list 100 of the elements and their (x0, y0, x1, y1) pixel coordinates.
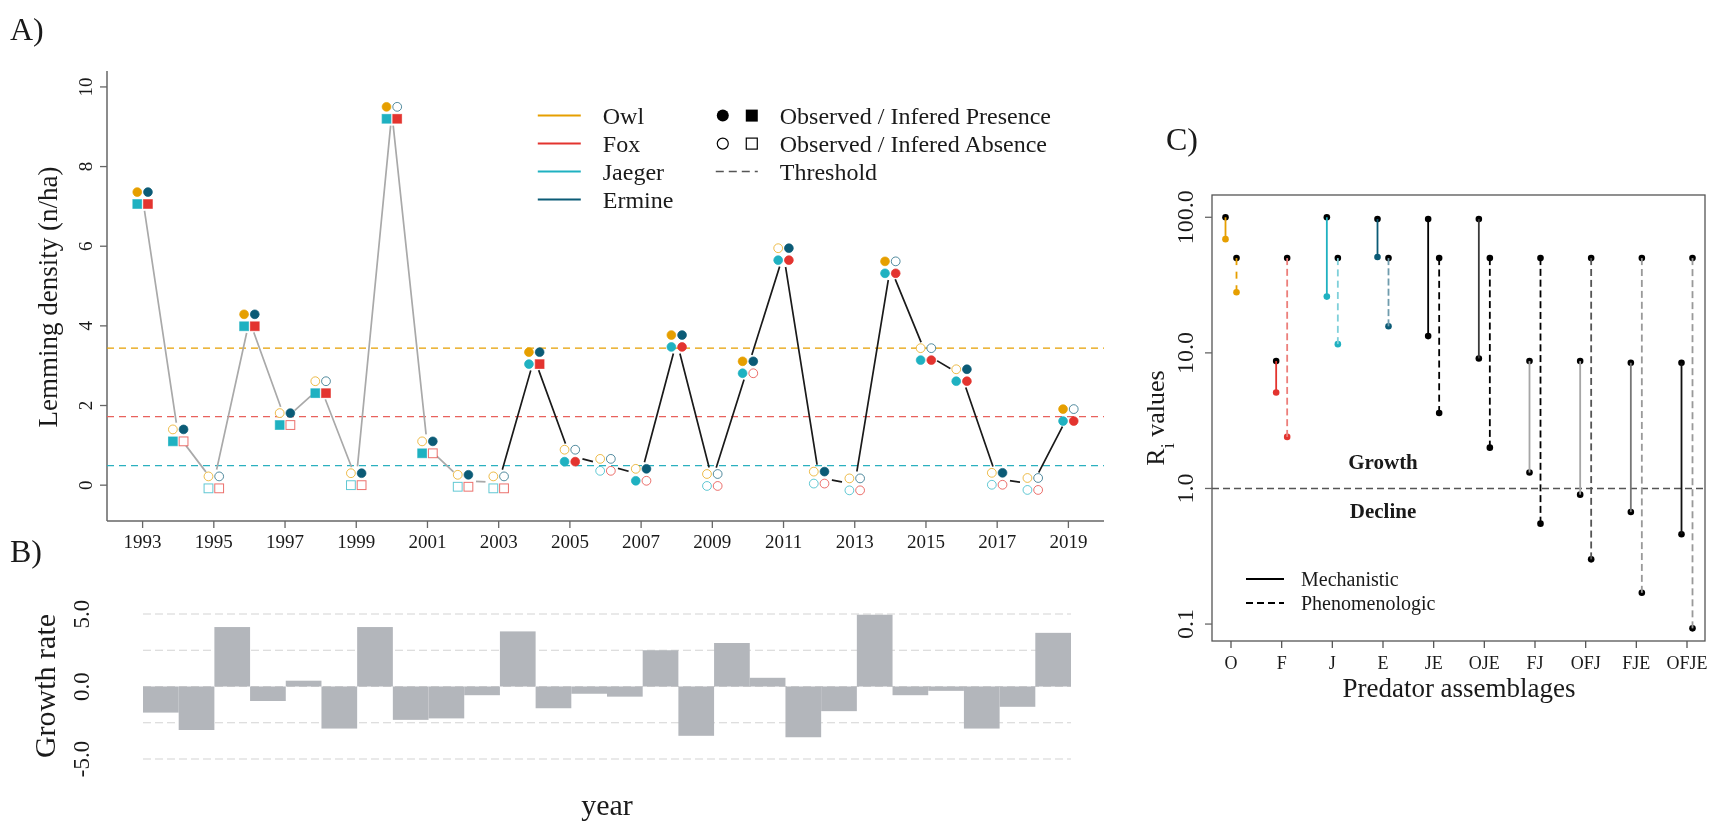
bar (499, 631, 536, 687)
point (890, 268, 901, 279)
point (748, 356, 759, 367)
point (381, 113, 392, 124)
point (356, 468, 367, 479)
legend-label: Mechanistic (1301, 568, 1399, 590)
y-tick-label: 0.0 (69, 672, 94, 701)
point (356, 480, 367, 491)
point (666, 330, 677, 340)
point (855, 485, 865, 496)
legend-label: Ermine (602, 187, 674, 213)
y-tick-label: 10 (75, 77, 96, 97)
point (534, 359, 545, 369)
point (915, 355, 926, 366)
point (143, 187, 153, 197)
point (702, 469, 712, 479)
point (534, 347, 545, 358)
y-tick-label: 6 (75, 241, 96, 251)
y-tick-label: 5.0 (69, 599, 94, 629)
x-tick-label: F (1276, 653, 1287, 673)
bar (678, 686, 715, 736)
bar (856, 614, 893, 687)
bar (357, 627, 393, 687)
y-tick-label: 4 (75, 320, 96, 331)
point (310, 376, 321, 387)
x-tick-label: FJ (1526, 653, 1544, 673)
legend-label: Owl (602, 103, 645, 129)
point (748, 368, 759, 379)
point (524, 359, 534, 369)
x-axis-title: year (581, 788, 633, 821)
x-tick-label: 2001 (408, 531, 447, 552)
legend-label: Phenomenologic (1301, 592, 1436, 615)
point (274, 420, 285, 430)
x-tick-label: 1999 (337, 531, 376, 552)
x-tick-label: O (1224, 653, 1238, 673)
point (677, 342, 687, 352)
point (1058, 416, 1068, 426)
x-tick-label: OFJE (1666, 653, 1708, 673)
y-tick-label: 0 (75, 480, 96, 490)
x-tick-label: 2017 (978, 531, 1017, 552)
point (630, 463, 641, 474)
point (819, 466, 830, 477)
point (427, 448, 438, 459)
x-tick-label: JE (1424, 653, 1443, 673)
point (737, 356, 748, 367)
y-tick-label: 100.0 (1172, 190, 1198, 245)
point (783, 255, 794, 266)
x-tick-label: 2003 (479, 531, 518, 552)
point (310, 388, 321, 399)
point (986, 467, 997, 478)
point (559, 456, 570, 467)
point (249, 321, 260, 332)
point (915, 343, 926, 354)
chart-title: A) (10, 11, 44, 47)
bar (214, 627, 251, 687)
x-tick-label: E (1377, 653, 1389, 673)
x-tick-label: 1995 (194, 531, 233, 552)
y-tick-label: 0.1 (1172, 609, 1198, 640)
bar (321, 686, 358, 729)
bar (1035, 632, 1071, 687)
legend-label: Jaeger (602, 159, 665, 185)
point (677, 330, 687, 340)
point (844, 473, 855, 484)
point (285, 408, 296, 418)
y-tick-label: 8 (75, 161, 96, 172)
annotation: Threshold (779, 159, 878, 185)
point (808, 466, 819, 477)
point (463, 469, 474, 480)
point (641, 475, 652, 486)
point (997, 467, 1008, 478)
point (463, 481, 474, 492)
point (452, 469, 463, 480)
x-tick-label: 1997 (266, 531, 305, 552)
point (143, 199, 153, 209)
point (499, 483, 509, 494)
point (962, 364, 972, 375)
point (178, 436, 189, 447)
point (1022, 473, 1033, 483)
point (203, 471, 214, 482)
annotation: Decline (1349, 499, 1417, 523)
point (392, 113, 403, 124)
point (417, 448, 428, 459)
point (1068, 416, 1079, 426)
point (783, 243, 794, 254)
point (239, 309, 249, 320)
point (951, 376, 962, 387)
point (285, 420, 296, 430)
point (773, 255, 784, 266)
x-tick-label: OJE (1468, 653, 1500, 673)
point (641, 463, 652, 474)
point (712, 481, 723, 491)
y-tick-label: 10.0 (1172, 331, 1198, 374)
annotation: Observed / Infered Absence (779, 131, 1048, 157)
x-tick-label: 2005 (550, 531, 589, 552)
y-tick-label: 1.0 (1172, 473, 1198, 504)
chart-title: C) (1166, 121, 1198, 157)
point (274, 408, 285, 418)
point (321, 388, 331, 399)
point (417, 436, 428, 447)
point (595, 453, 606, 464)
